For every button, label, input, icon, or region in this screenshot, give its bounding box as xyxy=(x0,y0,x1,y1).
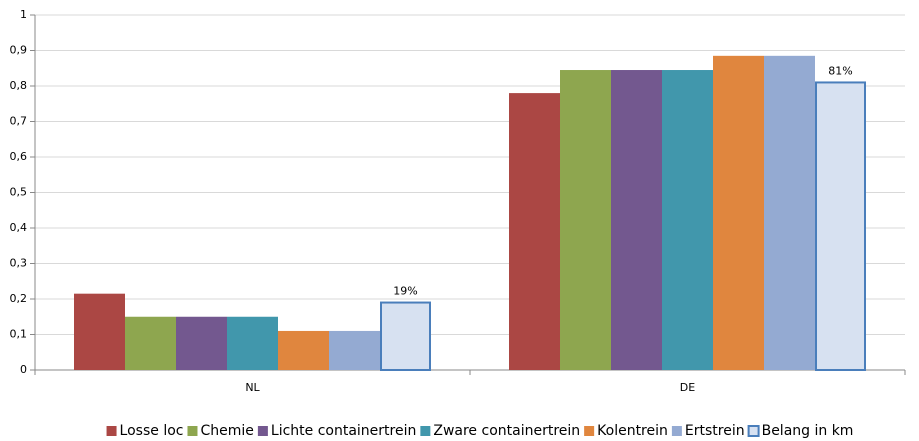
y-tick-label: 0,1 xyxy=(10,328,28,341)
y-tick-label: 1 xyxy=(20,8,27,21)
legend-swatch xyxy=(747,425,760,437)
legend-swatch xyxy=(671,426,682,436)
bar xyxy=(509,93,560,370)
legend-label: Kolentrein xyxy=(597,423,668,439)
y-tick-label: 0,3 xyxy=(10,257,28,270)
bar xyxy=(227,316,278,370)
x-tick-label: DE xyxy=(680,381,695,394)
y-tick-label: 0,9 xyxy=(10,44,28,57)
legend-swatch xyxy=(584,426,595,436)
legend-label: Ertstrein xyxy=(685,423,745,439)
legend-label: Lichte containertrein xyxy=(271,423,416,439)
bar xyxy=(611,70,662,371)
x-tick-label: NL xyxy=(245,381,260,394)
y-tick-label: 0,2 xyxy=(10,292,28,305)
legend-label: Zware containertrein xyxy=(433,423,580,439)
legend-swatch xyxy=(106,426,117,436)
y-tick-label: 0,4 xyxy=(10,221,28,234)
legend-label: Losse loc xyxy=(120,423,184,439)
value-label: 19% xyxy=(393,285,417,298)
legend-swatch xyxy=(187,426,198,436)
y-tick-label: 0,5 xyxy=(10,186,28,199)
bar xyxy=(815,81,866,371)
value-label: 81% xyxy=(828,64,852,77)
bar xyxy=(74,293,125,370)
bar xyxy=(764,55,815,370)
bar xyxy=(278,330,329,370)
legend-label: Chemie xyxy=(200,423,253,439)
bar xyxy=(176,316,227,370)
legend-swatch xyxy=(257,426,268,436)
bar xyxy=(125,316,176,370)
y-tick-label: 0 xyxy=(20,363,27,376)
bar xyxy=(329,330,380,370)
y-tick-label: 0,8 xyxy=(10,79,28,92)
bar xyxy=(662,70,713,371)
bar xyxy=(560,70,611,371)
y-tick-label: 0,7 xyxy=(10,115,28,128)
bar xyxy=(380,301,431,371)
bar xyxy=(713,55,764,370)
legend-label: Belang in km xyxy=(762,423,854,439)
y-tick-label: 0,6 xyxy=(10,150,28,163)
legend-swatch xyxy=(420,426,431,436)
